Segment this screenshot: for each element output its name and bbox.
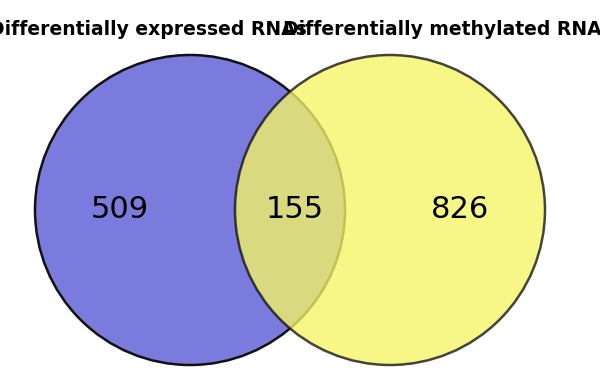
Circle shape: [35, 55, 345, 365]
Text: Differentially methylated RNAs: Differentially methylated RNAs: [283, 20, 600, 39]
Text: 826: 826: [431, 195, 489, 225]
Circle shape: [235, 55, 545, 365]
Text: 155: 155: [266, 195, 324, 225]
Text: Differentially expressed RNAs: Differentially expressed RNAs: [0, 20, 307, 39]
Text: 509: 509: [91, 195, 149, 225]
